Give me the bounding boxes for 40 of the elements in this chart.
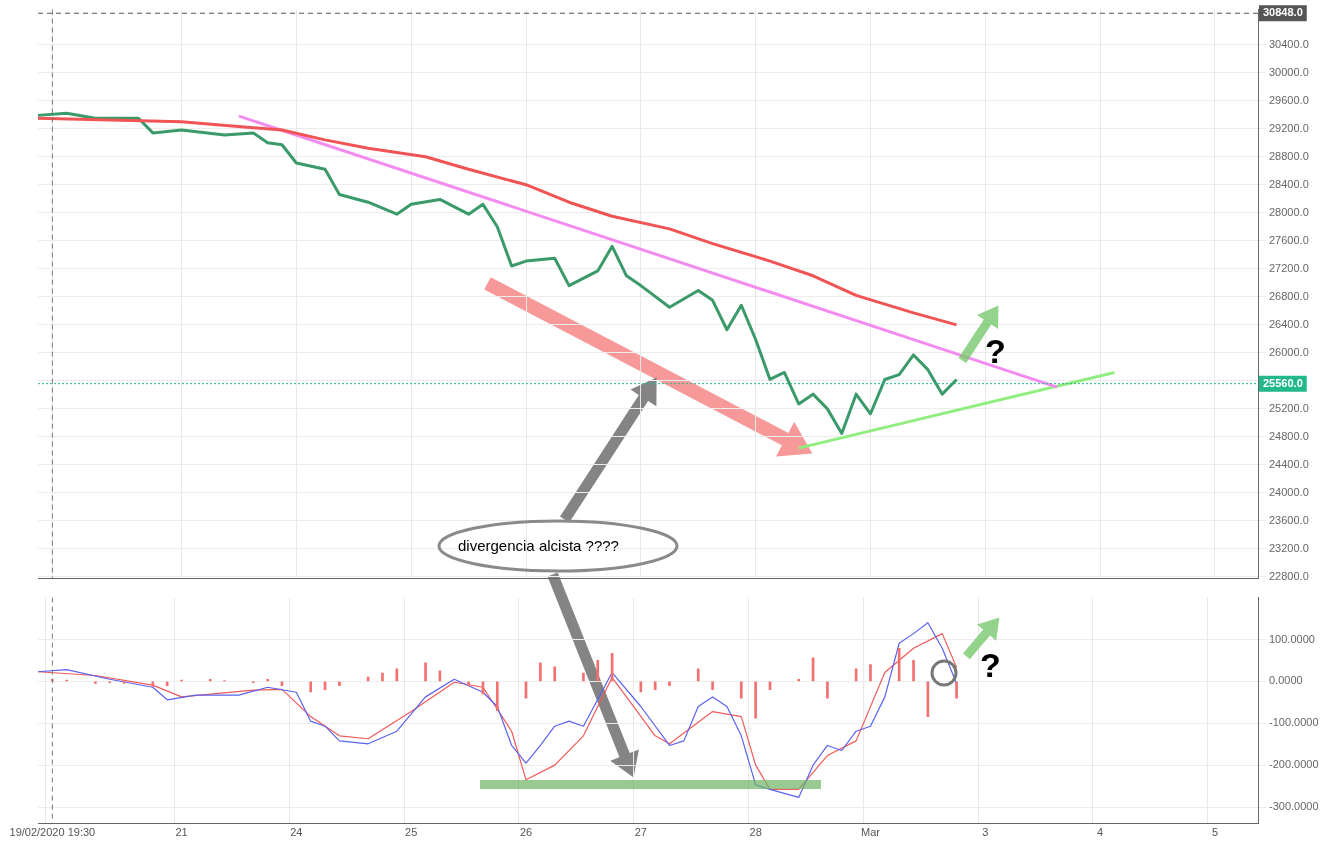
y-tick-label: -100.0000 <box>1269 716 1319 729</box>
y-tick-label: 24000.0 <box>1269 485 1309 498</box>
x-tick-label: 27 <box>634 826 647 839</box>
annotation: ? <box>985 332 1006 370</box>
y-tick-label: 26000.0 <box>1269 345 1309 358</box>
x-tick-label: Mar <box>860 826 881 839</box>
y-tick-label: 27600.0 <box>1269 233 1309 246</box>
annotation: divergencia alcista ???? <box>458 537 619 554</box>
y-tick-label: 23200.0 <box>1269 542 1309 555</box>
y-tick-label: -300.0000 <box>1269 800 1319 813</box>
x-tick-label: 5 <box>1211 826 1218 839</box>
y-tick-label: -200.0000 <box>1269 758 1319 771</box>
y-tick-label: 29600.0 <box>1269 93 1309 106</box>
y-tick-label: 26800.0 <box>1269 289 1309 302</box>
y-tick-label: 24400.0 <box>1269 457 1309 470</box>
annotation: ? <box>980 646 1001 684</box>
x-tick-label: 19/02/2020 19:30 <box>9 826 96 839</box>
y-tick-label: 100.0000 <box>1269 632 1315 645</box>
x-tick-label: 3 <box>982 826 989 839</box>
ref-line-label: 30848.0 <box>1263 6 1303 19</box>
x-tick-label: 24 <box>290 826 303 839</box>
y-tick-label: 24800.0 <box>1269 429 1309 442</box>
x-tick-label: 25 <box>405 826 418 839</box>
y-tick-label: 29200.0 <box>1269 121 1309 134</box>
y-tick-label: 28800.0 <box>1269 149 1309 162</box>
x-tick-label: 4 <box>1097 826 1104 839</box>
y-tick-label: 0.0000 <box>1269 674 1303 687</box>
y-tick-label: 30000.0 <box>1269 65 1309 78</box>
y-tick-label: 28400.0 <box>1269 177 1309 190</box>
x-tick-label: 28 <box>749 826 762 839</box>
y-tick-label: 28000.0 <box>1269 205 1309 218</box>
y-tick-label: 26400.0 <box>1269 317 1309 330</box>
x-tick-label: 21 <box>175 826 188 839</box>
y-tick-label: 30400.0 <box>1269 37 1309 50</box>
y-tick-label: 25200.0 <box>1269 401 1309 414</box>
y-tick-label: 22800.0 <box>1269 570 1309 583</box>
ref-line-label: 25560.0 <box>1263 376 1303 389</box>
x-tick-label: 26 <box>519 826 533 839</box>
y-tick-label: 23600.0 <box>1269 513 1309 526</box>
y-tick-label: 27200.0 <box>1269 261 1309 274</box>
